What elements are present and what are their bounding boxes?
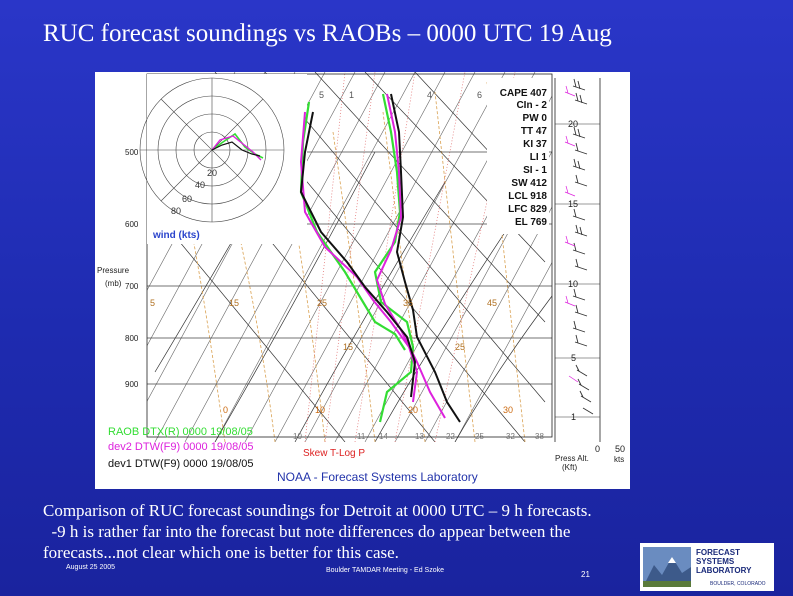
hodo-label-80: 80: [171, 206, 181, 216]
altitude-axis-label: Press Alt.: [555, 454, 589, 463]
dev1-temperature-trace: [390, 93, 461, 423]
stat-li: LI 1: [530, 152, 548, 163]
stat-sw: SW 412: [511, 178, 547, 189]
stat-tt: TT 47: [521, 126, 548, 137]
hodograph: 20 40 60 80 wind (kts): [139, 74, 307, 244]
altitude-label-1: 1: [571, 412, 576, 422]
pressure-label-900: 900: [125, 380, 139, 389]
isotherm-label: 5: [150, 298, 155, 308]
adiabat-label: 1: [349, 90, 354, 100]
hodo-label-40: 40: [195, 180, 205, 190]
adiabat-label: 4: [427, 90, 432, 100]
stat-cape: CAPE 407: [500, 88, 548, 99]
legend-dev1: dev1 DTW(F9) 0000 19/08/05: [108, 458, 254, 470]
mixing-ratio-label: 11: [357, 432, 366, 441]
hodograph-dev1-trace: [211, 141, 261, 157]
pressure-label-500: 500: [125, 148, 139, 157]
altitude-label-15: 15: [568, 199, 578, 209]
isotherm-label: 15: [343, 342, 353, 352]
legend-dev2: dev2 DTW(F9) 0000 19/08/05: [108, 441, 254, 453]
pressure-axis-unit: (mb): [105, 279, 122, 288]
logo-text: LABORATORY: [696, 566, 752, 575]
stat-lfc: LFC 829: [508, 204, 547, 215]
isotherm-label: 15: [229, 298, 239, 308]
logo-text: FORECAST: [696, 548, 740, 557]
isotherm-label: 25: [317, 298, 327, 308]
page-number: 21: [581, 570, 590, 579]
mixing-ratio-label: 22: [446, 432, 455, 441]
mixing-ratio-label: 13: [415, 432, 424, 441]
sounding-traces: [299, 93, 461, 423]
stat-cin: CIn - 2: [516, 100, 547, 111]
plot-frame: [146, 73, 553, 438]
hodo-label-60: 60: [182, 194, 192, 204]
mixing-ratio-label: 10: [293, 432, 302, 441]
pressure-label-700: 700: [125, 282, 139, 291]
logo-text: SYSTEMS: [696, 557, 735, 566]
mixing-ratio-label: 38: [535, 432, 544, 441]
caption-line: Comparison of RUC forecast soundings for…: [43, 501, 592, 520]
mixing-ratio-label: 14: [379, 432, 388, 441]
fsl-logo: FORECAST SYSTEMS LABORATORY BOULDER, COL…: [640, 543, 774, 591]
legend-raob: RAOB DTX(R) 0000 19/08/05: [108, 426, 253, 438]
skewt-label: Skew T-Log P: [303, 448, 365, 459]
dev1-dewpoint-trace: [299, 111, 417, 398]
logo-location: BOULDER, COLORADO: [710, 581, 766, 587]
wind-scale-0: 0: [595, 444, 600, 454]
footer-meeting: Boulder TAMDAR Meeting - Ed Szoke: [326, 567, 445, 574]
raob-dewpoint-trace: [299, 101, 406, 351]
stat-pw: PW 0: [523, 113, 548, 124]
stability-indices: CAPE 407 CIn - 2 PW 0 TT 47 KI 37 LI 1 S…: [500, 88, 548, 228]
altitude-label-5: 5: [571, 353, 576, 363]
altitude-label-10: 10: [568, 279, 578, 289]
temp-axis-label: 30: [503, 405, 513, 415]
fsl-logo-graphic: FORECAST SYSTEMS LABORATORY BOULDER, COL…: [643, 547, 766, 587]
dev2-temperature-trace: [375, 93, 446, 419]
footer-date: August 25 2005: [66, 564, 116, 571]
wind-label: wind (kts): [152, 230, 200, 241]
adiabat-label: 6: [477, 90, 482, 100]
stat-si: SI - 1: [523, 165, 547, 176]
temp-axis-label: 10: [315, 405, 325, 415]
caption-line: -9 h is rather far into the forecast but…: [43, 522, 571, 541]
temp-axis-label: 0: [223, 405, 228, 415]
hodograph-dev2-trace: [211, 135, 262, 161]
wind-barb-column: 20 15 10 5 1 0 50 kts Press Alt. (Kft): [554, 78, 625, 472]
stat-lcl: LCL 918: [508, 191, 547, 202]
mixing-ratio-label: 32: [506, 432, 515, 441]
skewt-diagram: 20 40 60 80 wind (kts) 500 600 700 800 9…: [97, 72, 625, 484]
adiabat-label: 5: [319, 90, 324, 100]
pressure-label-600: 600: [125, 220, 139, 229]
stat-el: EL 769: [515, 217, 547, 228]
wind-scale-unit: kts: [614, 455, 624, 464]
slide-title: RUC forecast soundings vs RAOBs – 0000 U…: [43, 20, 612, 47]
pressure-label-800: 800: [125, 334, 139, 343]
slide-caption: Comparison of RUC forecast soundings for…: [43, 500, 733, 563]
skewt-sounding-figure: 20 40 60 80 wind (kts) 500 600 700 800 9…: [95, 72, 630, 489]
raob-temperature-trace: [373, 93, 415, 423]
isotherm-label: 35: [403, 298, 413, 308]
wind-scale-50: 50: [615, 444, 625, 454]
temp-axis-label: 20: [408, 405, 418, 415]
altitude-label-20: 20: [568, 119, 578, 129]
caption-line: forecasts...not clear which one is bette…: [43, 543, 399, 562]
pressure-axis-label: Pressure: [97, 266, 130, 275]
noaa-label: NOAA - Forecast Systems Laboratory: [277, 470, 478, 484]
hodo-label-20: 20: [207, 168, 217, 178]
isotherm-label: 25: [455, 342, 465, 352]
legend: RAOB DTX(R) 0000 19/08/05 dev2 DTW(F9) 0…: [108, 426, 254, 470]
stat-ki: KI 37: [523, 139, 547, 150]
mixing-ratio-label: 25: [475, 432, 484, 441]
isotherm-label: 45: [487, 298, 497, 308]
altitude-axis-unit: (Kft): [562, 463, 577, 472]
